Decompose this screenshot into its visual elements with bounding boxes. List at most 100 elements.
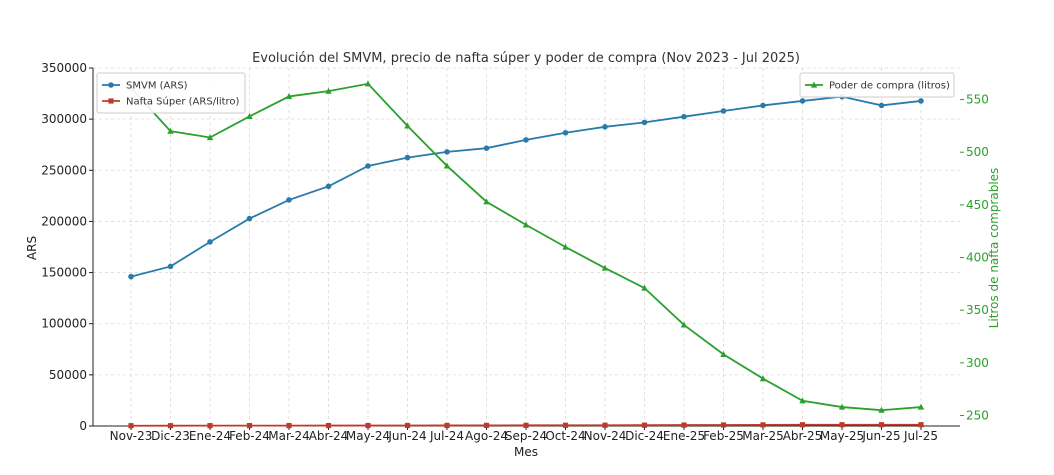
- series-0: [128, 93, 924, 280]
- y-tick-label-left: 300000: [41, 112, 87, 126]
- x-tick-label: Mar-24: [268, 429, 309, 443]
- y-tick-label-left: 0: [79, 419, 87, 433]
- data-point: [918, 422, 924, 428]
- x-tick-label: Abr-25: [783, 429, 823, 443]
- data-point: [681, 422, 687, 428]
- data-point: [325, 87, 332, 94]
- y-tick-label-right: 500: [966, 145, 989, 159]
- data-point: [878, 422, 885, 428]
- x-tick-label: Jul-25: [903, 429, 938, 443]
- legend-right: Poder de compra (litros): [799, 72, 955, 98]
- y-axis-title-right: Litros de nafta comprables: [987, 168, 1001, 329]
- data-point: [128, 423, 134, 429]
- data-point: [207, 239, 213, 245]
- series: [127, 80, 925, 429]
- data-point: [562, 422, 569, 428]
- data-point: [810, 81, 818, 88]
- data-point: [839, 422, 845, 428]
- legend-left: SMVM (ARS) Nafta Súper (ARS/litro): [96, 72, 246, 114]
- data-point: [167, 263, 174, 270]
- legend-box: [799, 72, 955, 98]
- y-tick-label-left: 200000: [41, 214, 87, 228]
- y-axis-title-left: ARS: [25, 236, 39, 260]
- x-tick-label: Dic-23: [151, 429, 190, 443]
- x-tick-label: Ago-24: [465, 429, 508, 443]
- y-tick-label-right: 350: [966, 303, 989, 317]
- data-point: [404, 422, 411, 429]
- data-point: [325, 183, 332, 190]
- data-point: [918, 98, 924, 104]
- x-tick-label: Ene-24: [189, 429, 231, 443]
- x-tick-label: Feb-25: [703, 429, 744, 443]
- data-point: [681, 113, 687, 120]
- series-line: [130, 82, 922, 412]
- y-tick-label-right: 450: [966, 198, 989, 212]
- data-point: [108, 82, 114, 88]
- data-point: [246, 215, 253, 222]
- data-point: [838, 403, 846, 410]
- data-point: [365, 422, 371, 429]
- data-point: [601, 264, 609, 271]
- data-point: [364, 80, 372, 87]
- y-tick-label-right: 250: [966, 408, 989, 422]
- data-point: [404, 122, 411, 129]
- data-point: [602, 422, 608, 428]
- x-tick-label: Ene-25: [663, 429, 705, 443]
- y-tick-label-left: 100000: [41, 317, 87, 331]
- data-point: [641, 119, 648, 126]
- x-tick-label: Dic-24: [625, 429, 664, 443]
- y-tick-label-right: 400: [966, 251, 989, 265]
- data-point: [760, 422, 766, 428]
- x-tick-label: Abr-24: [309, 429, 349, 443]
- legend-label: SMVM (ARS): [126, 81, 188, 92]
- data-point: [207, 423, 213, 429]
- legend-box: [96, 72, 246, 114]
- data-point: [167, 127, 174, 134]
- x-tick-label: Mar-25: [742, 429, 783, 443]
- legend-label: Nafta Súper (ARS/litro): [126, 96, 240, 108]
- x-tick-label: Oct-24: [545, 429, 585, 443]
- data-point: [443, 162, 451, 169]
- data-point: [641, 422, 648, 428]
- data-point: [444, 422, 450, 429]
- data-point: [799, 422, 806, 428]
- x-tick-label: Jun-24: [387, 429, 426, 443]
- data-point: [878, 406, 885, 413]
- data-point: [206, 134, 214, 141]
- data-point: [128, 273, 134, 280]
- data-point: [483, 422, 490, 428]
- data-point: [522, 221, 530, 228]
- chart-title: Evolución del SMVM, precio de nafta súpe…: [252, 51, 800, 66]
- data-point: [680, 321, 688, 328]
- y-tick-label-left: 150000: [41, 266, 87, 280]
- x-tick-label: Sep-24: [505, 429, 547, 443]
- x-tick-label: Nov-24: [584, 429, 627, 443]
- x-tick-label: Jun-25: [861, 429, 900, 443]
- x-tick-label: Feb-24: [229, 429, 270, 443]
- data-point: [720, 108, 727, 114]
- legend-label: Poder de compra (litros): [829, 81, 950, 92]
- data-point: [325, 422, 332, 429]
- data-point: [799, 397, 806, 404]
- data-point: [602, 124, 608, 130]
- y-tick-label-right: 550: [966, 93, 989, 107]
- data-point: [917, 403, 925, 410]
- x-tick-label: May-24: [346, 429, 390, 443]
- data-point: [286, 422, 292, 429]
- data-point: [523, 422, 529, 428]
- data-point: [641, 284, 648, 291]
- x-axis-title: Mes: [514, 445, 538, 459]
- data-point: [246, 113, 253, 120]
- data-point: [483, 145, 490, 151]
- y-tick-label-right: 300: [966, 356, 989, 370]
- axes: 0 50000 100000 150000 200000 250000 300000 3500…: [41, 61, 989, 443]
- data-point: [799, 98, 806, 104]
- x-tick-label: May-25: [820, 429, 864, 443]
- data-point: [365, 163, 371, 169]
- y-tick-label-left: 50000: [49, 368, 87, 382]
- data-point: [444, 149, 450, 155]
- data-point: [562, 129, 569, 136]
- data-point: [759, 375, 767, 382]
- data-point: [286, 197, 292, 203]
